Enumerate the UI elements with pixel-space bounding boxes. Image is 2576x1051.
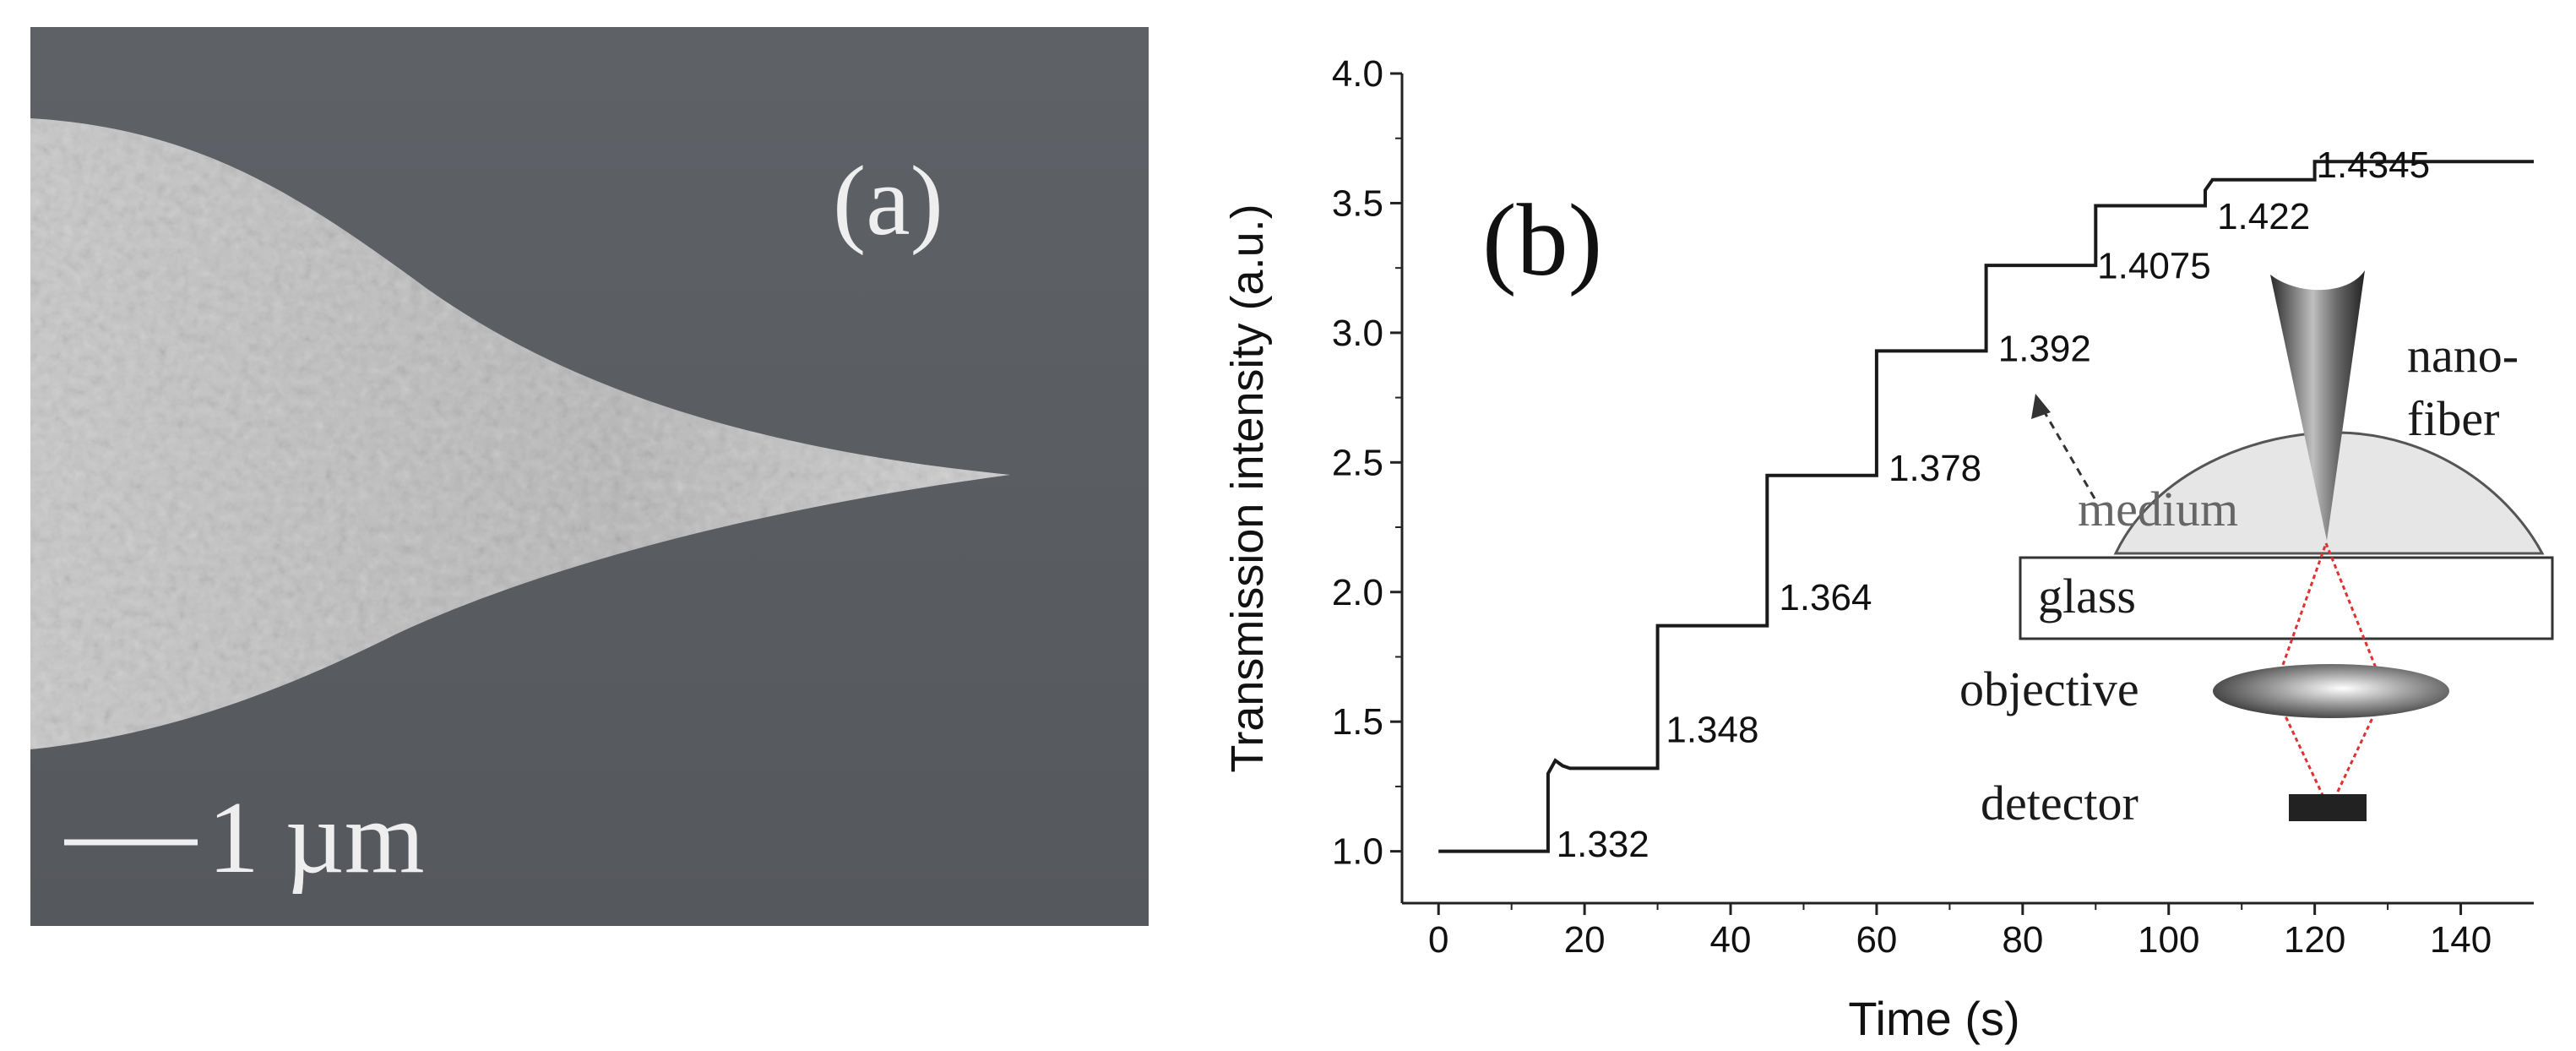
y-tick-label: 1.5 (1332, 701, 1383, 743)
refractive-index-label: 1.422 (2217, 196, 2310, 237)
refractive-index-label: 1.378 (1889, 448, 1981, 489)
x-tick-label: 60 (1856, 919, 1897, 961)
medium-pointer-line (2038, 403, 2096, 499)
x-tick-label: 100 (2138, 919, 2199, 961)
panel-a-label: (a) (833, 145, 943, 256)
glass-slide (2019, 556, 2554, 640)
y-tick-label: 1.0 (1332, 831, 1383, 873)
x-tick-label: 80 (2002, 919, 2043, 961)
fiber-label-line1: nano- (2407, 328, 2519, 383)
detector-block (2289, 794, 2367, 821)
y-tick-label: 3.5 (1332, 182, 1383, 224)
medium-label: medium (2078, 482, 2238, 536)
chart-series (1438, 160, 2534, 853)
nanofiber-cone (2270, 270, 2365, 541)
objective-lens (2213, 664, 2449, 718)
sem-image-panel: (a) 1 µm (30, 27, 1149, 926)
x-tick-label: 20 (1564, 919, 1606, 961)
refractive-index-label: 1.348 (1666, 710, 1758, 751)
fiber-label-line2: fiber (2407, 391, 2500, 446)
y-axis-title: Transmission intensity (a.u.) (1222, 204, 1273, 772)
detector-label: detector (1981, 776, 2139, 830)
medium-pointer-arrowhead (2031, 394, 2051, 419)
scale-bar-label: 1 µm (208, 781, 425, 895)
y-tick-label: 2.0 (1332, 572, 1383, 613)
chart-panel: 0 20 40 60 80 100 120 140 1.0 1.5 2.0 2.5 3.0 3.5 4.0 T… (1222, 53, 2554, 1045)
y-tick-label: 2.5 (1332, 442, 1383, 483)
chart-annotations: 1.332 1.348 1.364 1.378 1.392 1.40751.4221.43… (1557, 144, 2430, 865)
y-tick-label: 3.0 (1332, 313, 1383, 354)
x-tick-label: 0 (1428, 919, 1448, 961)
refractive-index-label: 1.332 (1557, 824, 1649, 865)
glass-label: glass (2038, 569, 2136, 624)
objective-label: objective (1959, 662, 2139, 716)
refractive-index-label: 1.4075 (2097, 245, 2211, 286)
chart-axes: 0 20 40 60 80 100 120 140 1.0 1.5 2.0 2.5 3.0 3.5 4.0 T… (1222, 53, 2534, 1045)
refractive-index-label: 1.364 (1779, 577, 1872, 618)
setup-schematic: nano- fiber medium glass objective detec… (1959, 270, 2554, 830)
refractive-index-label: 1.392 (1998, 329, 2091, 370)
x-tick-label: 40 (1710, 919, 1752, 961)
x-tick-label: 120 (2284, 919, 2345, 961)
y-tick-label: 4.0 (1332, 53, 1383, 95)
refractive-index-label: 1.4345 (2317, 144, 2431, 186)
x-axis-title: Time (s) (1848, 992, 2019, 1045)
series-line-0 (1438, 160, 2534, 853)
panel-b-label: (b) (1482, 183, 1602, 297)
x-tick-label: 140 (2430, 919, 2492, 961)
